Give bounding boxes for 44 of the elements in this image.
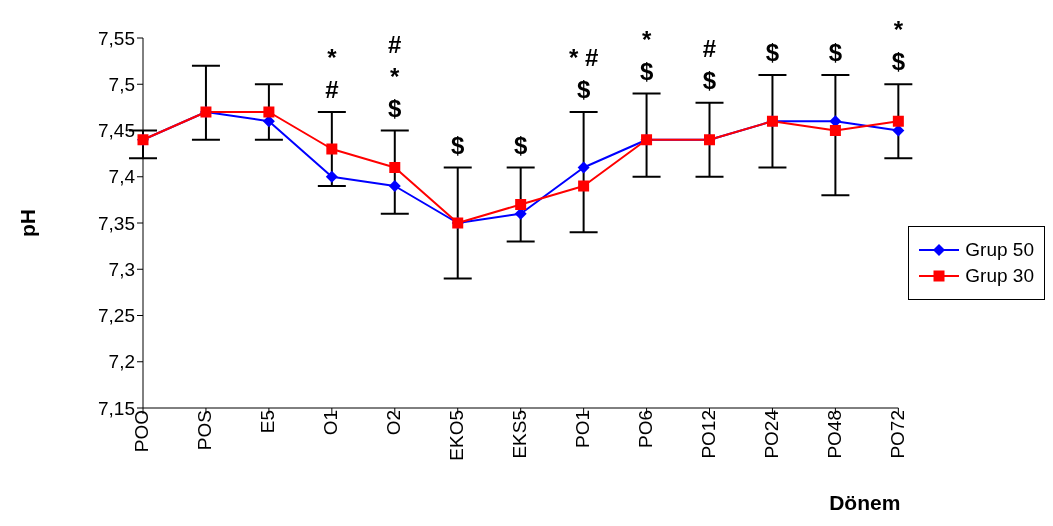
- y-tick-label: 7,5: [108, 74, 135, 95]
- x-tick-label: POS: [194, 410, 216, 451]
- x-tick-label: PO72: [886, 410, 908, 459]
- data-label: $: [513, 131, 528, 159]
- x-axis-title: Dönem: [829, 491, 901, 514]
- legend-label: Grup 30: [965, 265, 1034, 287]
- legend-label: Grup 50: [965, 239, 1034, 261]
- y-tick-label: 7,3: [108, 258, 135, 280]
- data-label: $: [451, 131, 466, 159]
- x-tick-label: PO6: [635, 410, 657, 449]
- point: [325, 170, 338, 183]
- data-label: * # $: [568, 44, 599, 103]
- point: [577, 161, 590, 174]
- x-tick-label: EKO5: [446, 410, 468, 461]
- point: [892, 115, 904, 127]
- point: [326, 143, 338, 155]
- point: [578, 180, 590, 192]
- point: [263, 106, 275, 118]
- x-tick-label: PO48: [823, 410, 845, 459]
- y-tick-label: 7,55: [98, 27, 135, 49]
- data-label: * $: [891, 16, 906, 76]
- data-label: $: [828, 39, 843, 66]
- point: [515, 199, 527, 210]
- y-axis-title: pH: [16, 209, 40, 237]
- x-tick-label: PO1: [572, 410, 594, 449]
- x-tick-label: O1: [320, 410, 342, 436]
- x-tick-label: PO12: [698, 410, 719, 459]
- x-tick-label: PO24: [760, 409, 782, 459]
- y-tick-label: 7,4: [108, 166, 136, 188]
- data-label: # $: [702, 34, 717, 94]
- y-tick-label: 7,25: [98, 305, 135, 327]
- point: [829, 125, 841, 136]
- x-tick-label: O2: [383, 410, 405, 436]
- y-tick-label: 7,2: [108, 351, 135, 373]
- point: [389, 162, 401, 173]
- x-tick-label: EKS5: [509, 410, 531, 459]
- data-label: # * $: [388, 30, 403, 122]
- data-label: * #: [325, 44, 339, 103]
- data-label: $: [765, 39, 780, 66]
- y-tick-label: 7,35: [98, 212, 135, 234]
- data-label: * $: [639, 25, 654, 85]
- x-tick-label: E5: [257, 410, 279, 434]
- point: [388, 180, 401, 192]
- y-tick-label: 7,45: [98, 120, 135, 142]
